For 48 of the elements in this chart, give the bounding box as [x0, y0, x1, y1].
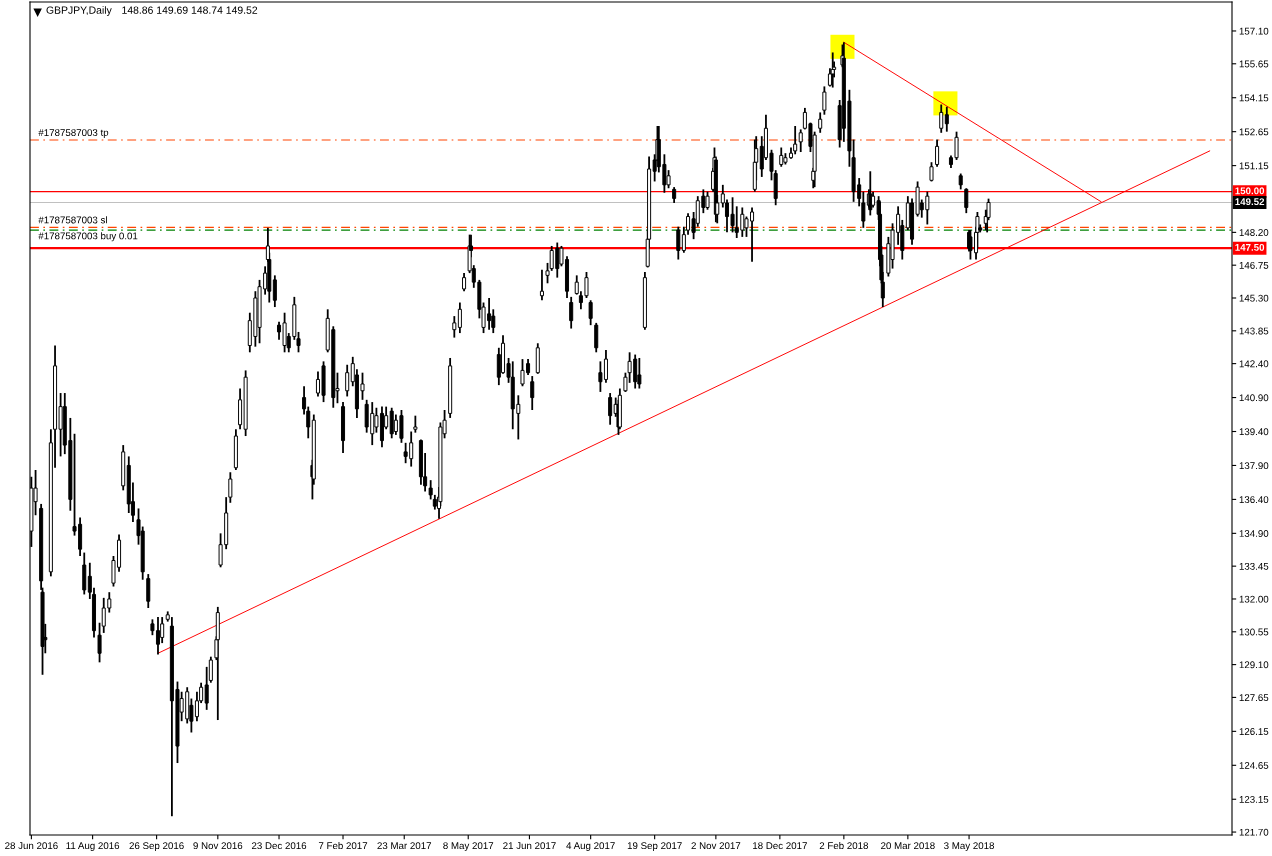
y-tick-label: 142.40 [1239, 360, 1269, 368]
x-tick-label: 18 Dec 2017 [753, 842, 807, 850]
x-tick-label: 19 Sep 2017 [627, 842, 682, 852]
y-tick-label: 140.90 [1239, 394, 1269, 402]
chart-subtitle: 148.86 149.69 148.74 149.52 [122, 6, 258, 14]
y-tick-label: 155.65 [1239, 60, 1269, 68]
x-tick-label: 3 May 2018 [944, 842, 995, 852]
y-tick-label: 127.65 [1239, 694, 1269, 702]
ref-line-label: 150.00 [1235, 187, 1265, 195]
y-tick-label: 124.65 [1239, 762, 1269, 769]
ref-line-label: #1787587003 buy 0.01 [38, 232, 138, 242]
x-tick-label: 20 Mar 2018 [881, 842, 935, 850]
y-tick-label: 157.10 [1239, 27, 1269, 35]
y-tick-label: 136.40 [1239, 496, 1269, 504]
y-tick-label: 137.90 [1239, 462, 1269, 470]
y-tick-label: 152.65 [1239, 128, 1269, 136]
y-tick-label: 154.15 [1239, 94, 1269, 102]
y-tick-label: 139.40 [1239, 428, 1269, 436]
y-tick-label: 134.90 [1239, 530, 1269, 537]
x-tick-label: 2 Feb 2018 [819, 841, 869, 850]
y-tick-label: 121.70 [1239, 828, 1269, 836]
chart-title: GBPJPY,Daily [46, 6, 112, 16]
y-tick-label: 132.00 [1239, 595, 1269, 603]
ref-line-label: #1787587003 tp [38, 129, 109, 138]
y-tick-label: 143.85 [1239, 327, 1269, 335]
x-tick-label: 21 Jun 2017 [503, 842, 556, 850]
y-tick-label: 146.75 [1239, 261, 1269, 269]
x-tick-label: 7 Feb 2017 [318, 841, 368, 850]
ref-line-label: 147.50 [1235, 243, 1265, 251]
x-tick-label: 8 May 2017 [443, 842, 494, 852]
y-tick-label: 145.30 [1239, 294, 1269, 302]
y-tick-label: 133.45 [1239, 562, 1269, 570]
y-tick-label: 126.15 [1239, 728, 1269, 735]
x-tick-label: 9 Nov 2016 [193, 842, 243, 850]
y-tick-label: 129.10 [1239, 661, 1269, 669]
x-tick-label: 2 Nov 2017 [691, 842, 741, 850]
x-tick-label: 4 Aug 2017 [566, 842, 615, 852]
y-tick-label: 130.55 [1239, 628, 1269, 636]
x-tick-label: 28 Jun 2016 [5, 842, 58, 850]
y-tick-label: 148.20 [1239, 229, 1269, 236]
x-tick-label: 23 Dec 2016 [251, 842, 307, 850]
ref-line-label: #1787587003 sl [38, 216, 107, 224]
y-tick-label: 151.15 [1239, 162, 1269, 170]
x-tick-label: 26 Sep 2016 [129, 842, 184, 852]
x-tick-label: 23 Mar 2017 [377, 842, 432, 850]
ref-line-label: 149.52 [1235, 198, 1265, 206]
y-tick-label: 123.15 [1239, 795, 1269, 803]
x-tick-label: 11 Aug 2016 [66, 842, 120, 852]
